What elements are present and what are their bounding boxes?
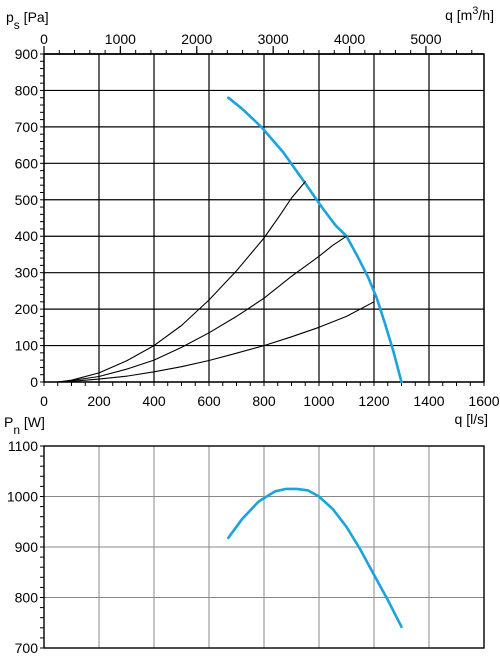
x-tick-label: 200 (87, 393, 111, 409)
y-tick-label: 400 (15, 228, 39, 244)
bottom-x-axis-label: q [l/s] (455, 411, 488, 427)
system-curve-2 (57, 235, 348, 383)
x-tick-label: 800 (252, 393, 276, 409)
power-y-tick-label: 1000 (7, 489, 38, 505)
power-y-tick-label: 900 (15, 539, 39, 555)
y-tick-label: 800 (15, 82, 39, 98)
power-y-tick-label: 1100 (8, 438, 38, 454)
power-y-tick-label: 700 (15, 640, 39, 656)
fan-pressure-curve (227, 96, 403, 384)
x-tick-label: 600 (197, 393, 221, 409)
fan-power-curve (227, 487, 403, 629)
x-tick-label: 1200 (358, 393, 389, 409)
top-x-axis-label-m3h: q [m3/h] (445, 5, 494, 23)
pressure-plot-frame (43, 53, 485, 383)
x-tick-label: 1000 (303, 393, 334, 409)
top-x-tick-label: 0 (40, 31, 48, 47)
top-x-tick-label: 2000 (181, 31, 212, 47)
power-plot-frame (43, 445, 485, 649)
y-tick-label: 0 (30, 374, 38, 390)
top-x-tick-label: 1000 (105, 31, 136, 47)
pressure-grid (40, 46, 485, 386)
top-x-tick-label: 3000 (258, 31, 289, 47)
power-y-axis-label: Pn [W] (4, 414, 45, 437)
system-curve-1 (57, 181, 306, 383)
pressure-series (57, 96, 403, 384)
y-tick-label: 900 (15, 46, 39, 62)
y-tick-label: 300 (15, 265, 39, 281)
x-tick-label: 0 (40, 393, 48, 409)
x-tick-label: 1600 (468, 393, 499, 409)
top-x-tick-label: 4000 (334, 31, 365, 47)
power-series (227, 487, 403, 629)
power-tick-labels: 700 800 900 1000 1100 (7, 438, 38, 656)
top-y-axis-label: ps [Pa] (6, 9, 49, 32)
y-tick-label: 200 (15, 301, 39, 317)
x-tick-label: 1400 (413, 393, 444, 409)
y-tick-label: 500 (15, 192, 39, 208)
y-tick-label: 700 (15, 119, 39, 135)
power-y-tick-label: 800 (15, 590, 39, 606)
top-x-tick-label: 5000 (410, 31, 441, 47)
system-curve-3 (57, 301, 375, 383)
power-grid (40, 445, 485, 649)
y-tick-label: 600 (15, 155, 39, 171)
y-tick-label: 100 (15, 338, 39, 354)
x-tick-label: 400 (142, 393, 166, 409)
